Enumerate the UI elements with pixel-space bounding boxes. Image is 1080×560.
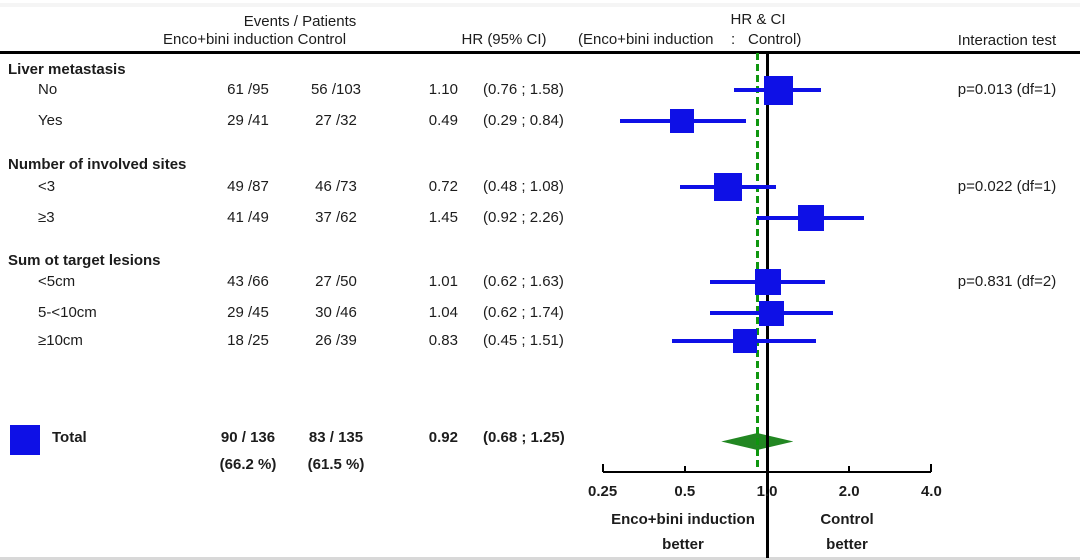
row-label: Yes bbox=[38, 112, 63, 129]
axis-tick bbox=[930, 464, 933, 472]
ci-value-cell: (0.76 ; 1.58) bbox=[483, 81, 564, 98]
enco-events-cell: 49 /87 bbox=[227, 178, 269, 195]
group-label: Number of involved sites bbox=[8, 156, 187, 173]
hr-marker bbox=[755, 269, 782, 295]
interaction-p-value: p=0.013 (df=1) bbox=[957, 81, 1057, 98]
control-events-cell: 27 /32 bbox=[315, 112, 357, 129]
hr-value-cell: 1.04 bbox=[428, 304, 458, 321]
control-events-cell: 46 /73 bbox=[315, 178, 357, 195]
total-label: Total bbox=[52, 429, 87, 446]
control-events-cell: 27 /50 bbox=[315, 273, 357, 290]
enco-events-cell: 41 /49 bbox=[227, 209, 269, 226]
column-header-arm-labels: Enco+bini induction Control bbox=[163, 31, 347, 48]
bottom-faint-band bbox=[0, 557, 1080, 560]
row-label: 5-<10cm bbox=[38, 304, 97, 321]
footer-left-better: better bbox=[662, 536, 704, 553]
control-events-cell: 56 /103 bbox=[310, 81, 362, 98]
plot-title-hr-ci: HR & CI bbox=[730, 11, 786, 28]
total-enco-percent: (66.2 %) bbox=[219, 456, 277, 473]
axis-tick bbox=[848, 466, 851, 472]
interaction-p-value: p=0.831 (df=2) bbox=[957, 273, 1057, 290]
hr-marker bbox=[714, 173, 743, 201]
total-control-events: 83 / 135 bbox=[308, 429, 364, 446]
column-header-hr-ci: HR (95% CI) bbox=[461, 31, 547, 48]
enco-events-cell: 61 /95 bbox=[227, 81, 269, 98]
row-label: <3 bbox=[38, 178, 56, 195]
enco-events-cell: 18 /25 bbox=[227, 332, 269, 349]
total-enco-events: 90 / 136 bbox=[220, 429, 276, 446]
ci-value-cell: (0.48 ; 1.08) bbox=[483, 178, 564, 195]
hr-value-cell: 0.83 bbox=[428, 332, 458, 349]
footer-right-arm: Control bbox=[820, 511, 874, 528]
ci-value-cell: (0.62 ; 1.74) bbox=[483, 304, 564, 321]
hr-value-cell: 0.72 bbox=[428, 178, 458, 195]
row-label: <5cm bbox=[38, 273, 76, 290]
interaction-p-value: p=0.022 (df=1) bbox=[957, 178, 1057, 195]
plot-subtitle-left: (Enco+bini induction bbox=[578, 31, 714, 48]
ci-value-cell: (0.45 ; 1.51) bbox=[483, 332, 564, 349]
axis-tick-label: 0.25 bbox=[587, 483, 618, 500]
hr-value-cell: 1.45 bbox=[428, 209, 458, 226]
row-label: No bbox=[38, 81, 58, 98]
group-label: Sum ot target lesions bbox=[8, 252, 161, 269]
plot-subtitle-colon: : bbox=[731, 31, 736, 48]
axis-tick bbox=[683, 466, 686, 472]
hr-marker bbox=[759, 300, 785, 326]
axis-tick-label: 2.0 bbox=[838, 483, 860, 500]
plot-subtitle-right: Control) bbox=[748, 31, 802, 48]
total-legend-marker bbox=[10, 425, 40, 455]
axis-tick bbox=[601, 464, 604, 472]
hr-value-cell: 1.10 bbox=[428, 81, 458, 98]
total-control-percent: (61.5 %) bbox=[307, 456, 365, 473]
control-events-cell: 26 /39 bbox=[315, 332, 357, 349]
hr-marker bbox=[670, 109, 695, 133]
hr-marker bbox=[732, 329, 757, 353]
enco-events-cell: 29 /41 bbox=[227, 112, 269, 129]
column-header-events-patients: Events / Patients bbox=[243, 13, 357, 30]
hr-value-cell: 0.49 bbox=[428, 112, 458, 129]
ci-value-cell: (0.29 ; 0.84) bbox=[483, 112, 564, 129]
footer-left-arm: Enco+bini induction bbox=[611, 511, 755, 528]
total-hr-value: 0.92 bbox=[428, 429, 458, 446]
top-faint-band bbox=[0, 3, 1080, 7]
axis-tick bbox=[766, 466, 768, 472]
enco-events-cell: 43 /66 bbox=[227, 273, 269, 290]
hr-marker bbox=[763, 75, 793, 105]
header-rule bbox=[0, 51, 1080, 54]
group-label: Liver metastasis bbox=[8, 61, 126, 78]
axis-tick-label: 4.0 bbox=[920, 483, 942, 500]
axis-tick-label: 0.5 bbox=[674, 483, 696, 500]
total-ci-value: (0.68 ; 1.25) bbox=[483, 429, 565, 446]
footer-right-better: better bbox=[826, 536, 868, 553]
ci-value-cell: (0.92 ; 2.26) bbox=[483, 209, 564, 226]
x-axis-line bbox=[602, 471, 932, 473]
row-label: ≥10cm bbox=[38, 332, 83, 349]
hr-value-cell: 1.01 bbox=[428, 273, 458, 290]
overall-hr-dashed-line bbox=[755, 53, 759, 472]
axis-tick-label: 1.0 bbox=[756, 483, 778, 500]
enco-events-cell: 29 /45 bbox=[227, 304, 269, 321]
row-label: ≥3 bbox=[38, 209, 55, 226]
hr-marker bbox=[798, 205, 825, 231]
control-events-cell: 30 /46 bbox=[315, 304, 357, 321]
control-events-cell: 37 /62 bbox=[315, 209, 357, 226]
column-header-interaction-test: Interaction test bbox=[957, 32, 1057, 49]
ci-value-cell: (0.62 ; 1.63) bbox=[483, 273, 564, 290]
